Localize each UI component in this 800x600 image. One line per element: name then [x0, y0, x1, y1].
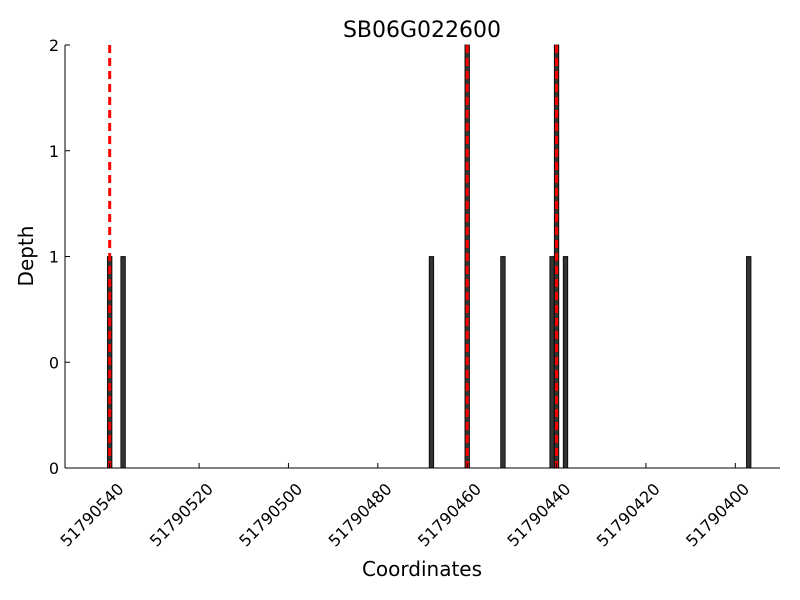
- x-tick-label: 51790540: [56, 479, 127, 550]
- depth-bar: [746, 256, 752, 469]
- x-tick-label: 51790420: [593, 479, 664, 550]
- y-axis-title: Depth: [14, 226, 38, 287]
- x-axis-title: Coordinates: [362, 557, 482, 581]
- depth-bar: [549, 256, 555, 469]
- chart-title: SB06G022600: [343, 18, 501, 43]
- depth-bar: [562, 256, 569, 469]
- plot-area: [107, 44, 752, 469]
- x-tick-label: 51790500: [235, 479, 306, 550]
- y-tick-label: 1: [49, 142, 59, 161]
- x-tick-label: 51790520: [146, 479, 217, 550]
- y-tick-label: 0: [49, 459, 59, 478]
- x-tick-label: 51790400: [682, 479, 753, 550]
- y-tick-label: 1: [49, 248, 59, 267]
- x-tick-label: 51790480: [325, 479, 396, 550]
- y-tick-label: 2: [49, 36, 59, 55]
- y-tick-label: 0: [49, 353, 59, 372]
- depth-bar: [428, 256, 435, 469]
- x-tick-label: 51790440: [503, 479, 574, 550]
- x-tick-label: 51790460: [414, 479, 485, 550]
- depth-bar: [500, 256, 506, 469]
- depth-bar: [120, 256, 126, 469]
- axis-ticks: 0 0 1 1 2 51790540 51790520 51790500 51790480 517…: [49, 36, 753, 550]
